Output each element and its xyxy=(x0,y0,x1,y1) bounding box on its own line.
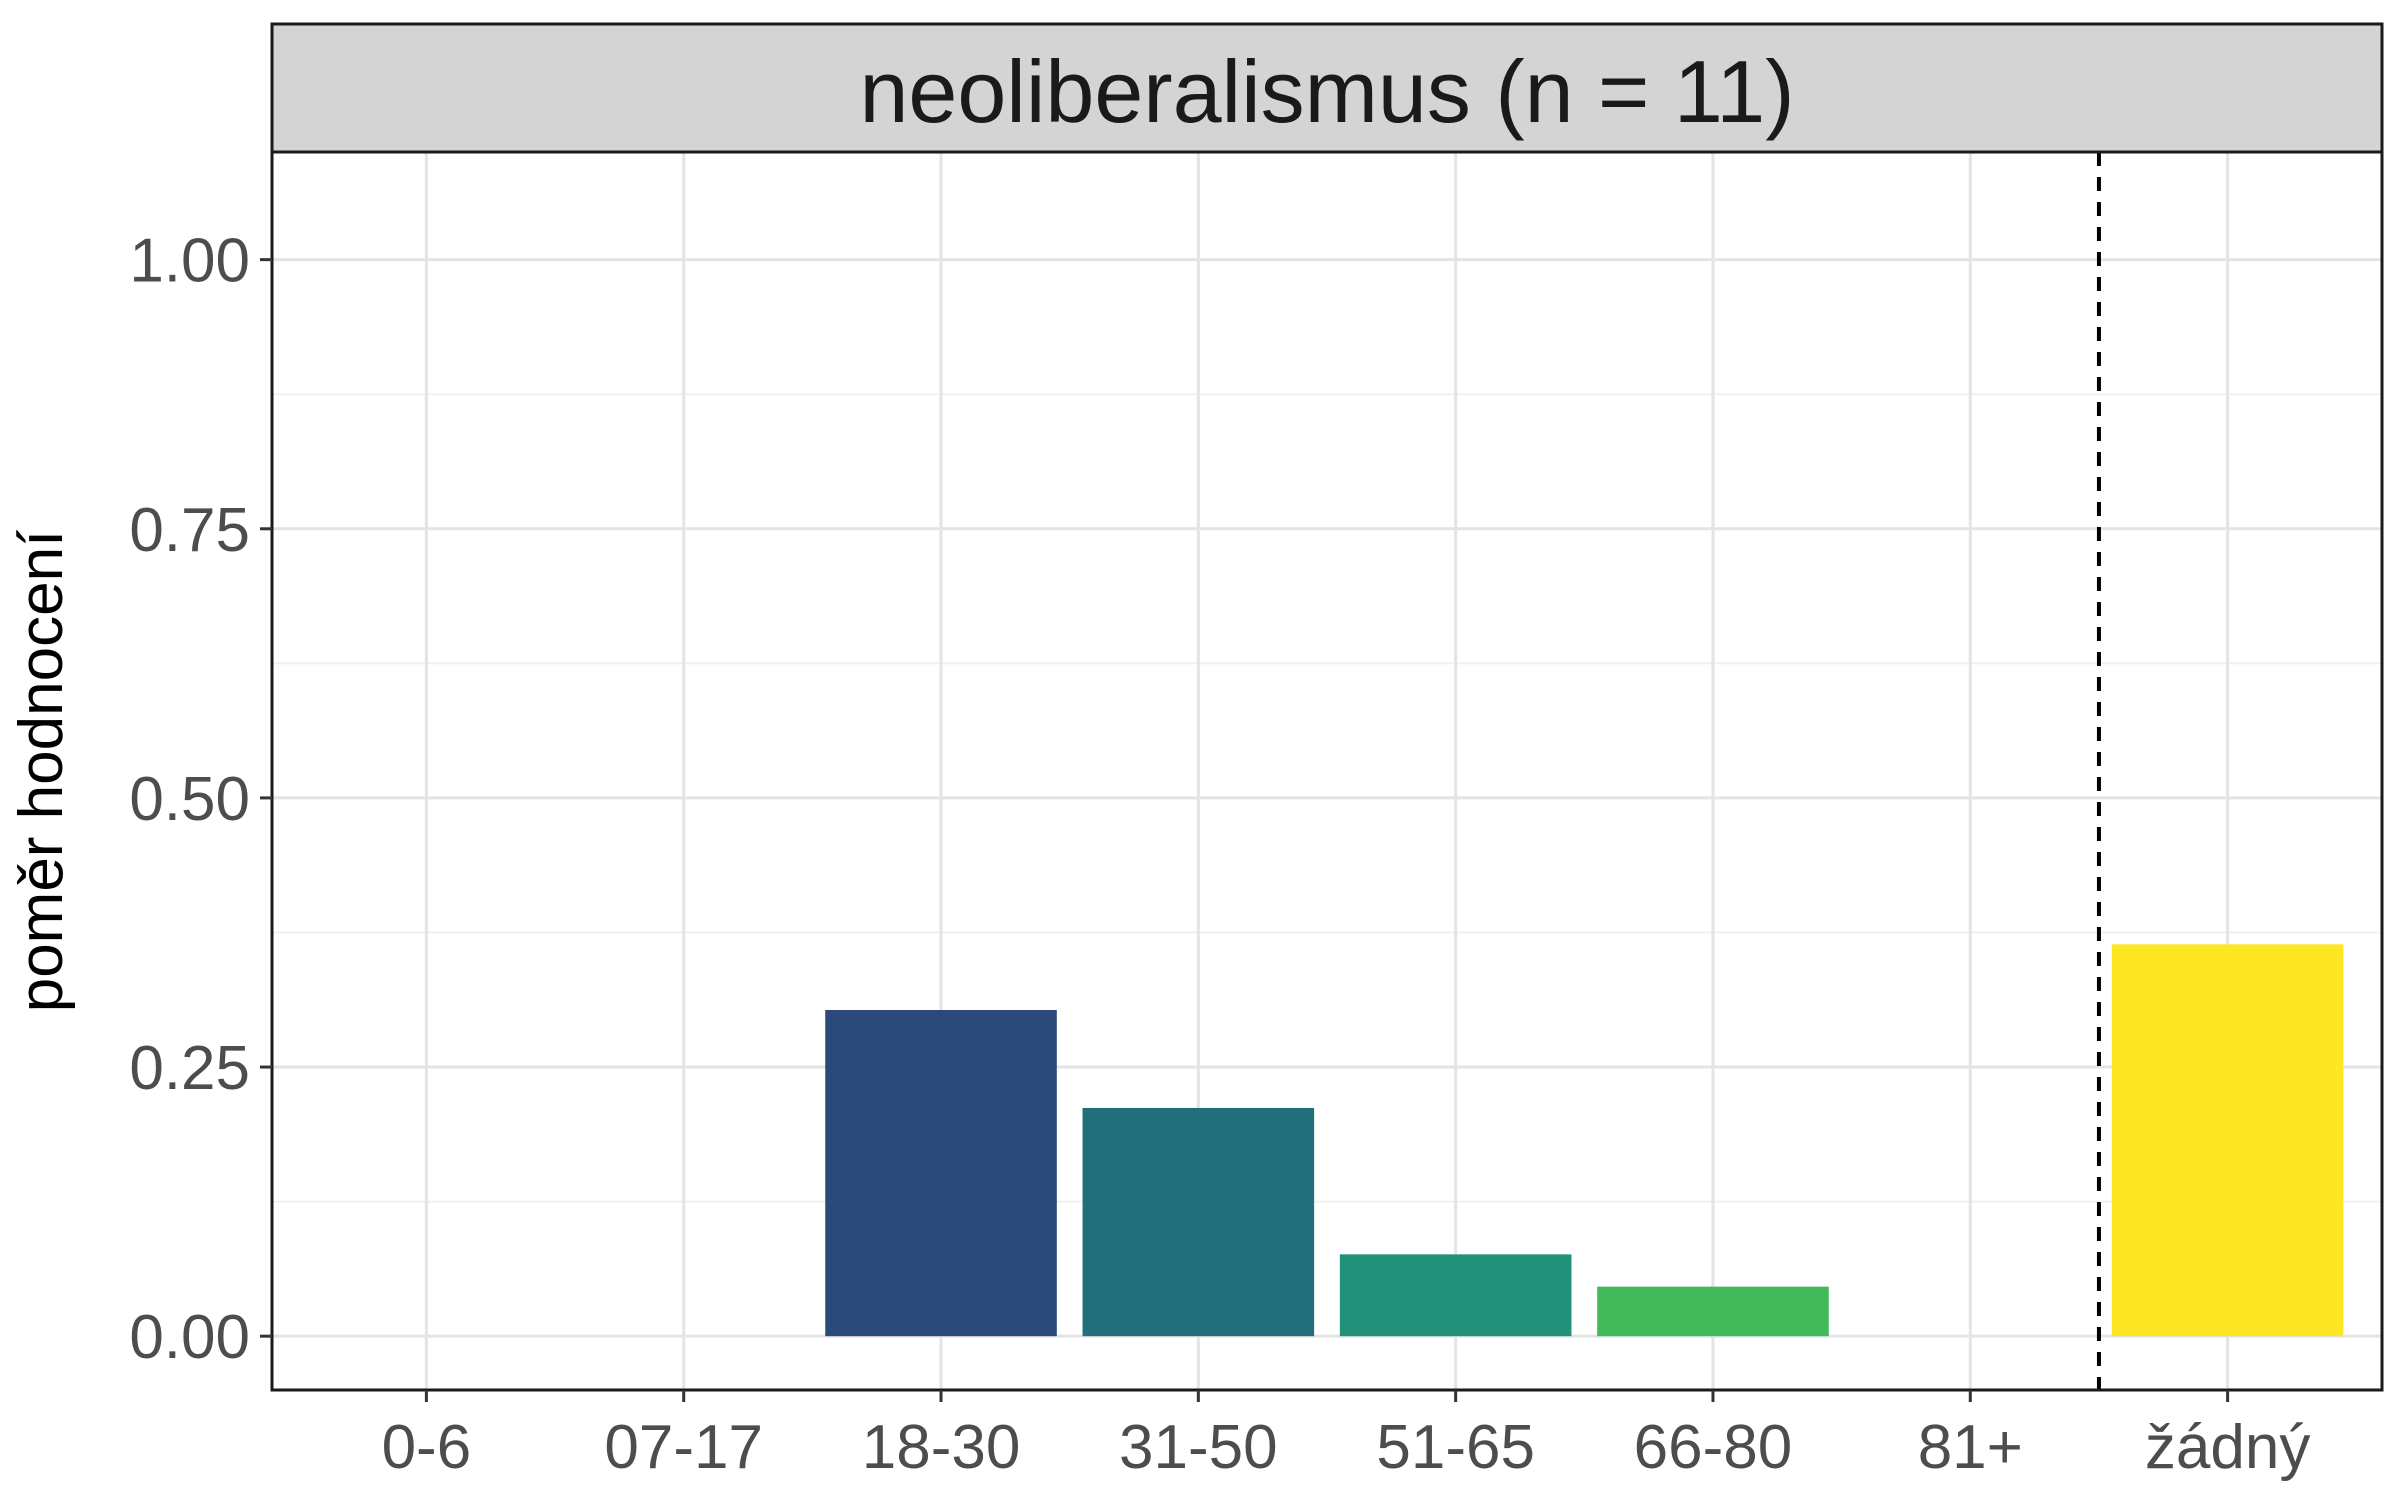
bar-žádný xyxy=(2111,944,2344,1337)
x-tick-label: 18-30 xyxy=(862,1413,1021,1482)
y-axis-label: poměr hodnocení xyxy=(7,530,76,1013)
bar-51-65 xyxy=(1339,1254,1572,1337)
y-tick-label: 0.25 xyxy=(129,1034,250,1103)
y-tick-label: 0.00 xyxy=(129,1303,250,1372)
x-axis: 0-6 07-17 18-30 31-50 51-65 66-80 81+ žádný xyxy=(382,1390,2310,1482)
chart-title: neoliberalismus (n = 11) xyxy=(859,42,1794,141)
x-tick-label: 31-50 xyxy=(1119,1413,1278,1482)
facet-strip xyxy=(270,22,2384,154)
bar-31-50 xyxy=(1082,1107,1315,1337)
y-tick-label: 0.50 xyxy=(129,765,250,834)
x-tick-label: žádný xyxy=(2145,1413,2310,1482)
bar-18-30 xyxy=(825,1009,1057,1337)
bars xyxy=(825,944,2344,1337)
x-tick-label: 0-6 xyxy=(382,1413,472,1482)
gridlines xyxy=(272,152,2382,1390)
x-tick-label: 81+ xyxy=(1918,1413,2023,1482)
x-tick-label: 07-17 xyxy=(604,1413,763,1482)
y-tick-label: 1.00 xyxy=(129,227,250,296)
x-tick-label: 51-65 xyxy=(1376,1413,1535,1482)
y-tick-label: 0.75 xyxy=(129,496,250,565)
plot-panel xyxy=(272,152,2382,1390)
bar-66-80 xyxy=(1597,1286,1829,1337)
x-tick-label: 66-80 xyxy=(1634,1413,1793,1482)
plot-border xyxy=(270,150,2384,1392)
y-axis: 0.00 0.25 0.50 0.75 1.00 xyxy=(129,227,272,1372)
